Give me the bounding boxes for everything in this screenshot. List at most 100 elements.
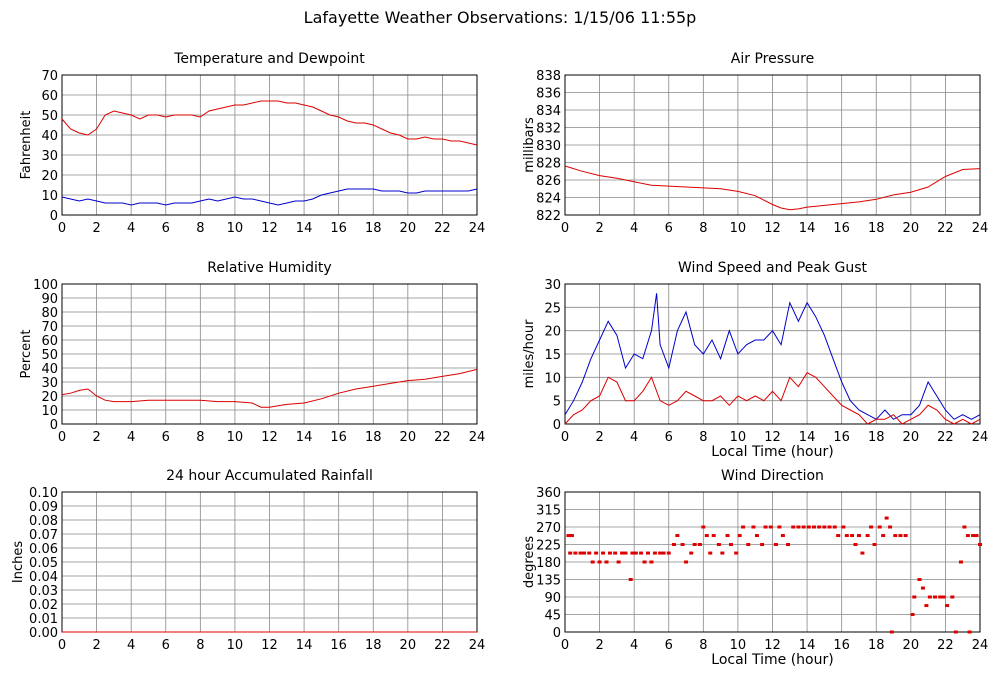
data-point	[582, 551, 587, 555]
data-point	[666, 551, 671, 555]
data-point	[569, 534, 574, 538]
x-tick-label: 22	[937, 430, 954, 445]
x-tick-label: 0	[561, 638, 569, 653]
data-point	[893, 534, 898, 538]
x-tick-label: 2	[595, 638, 603, 653]
direction-ylabel: degrees	[522, 536, 537, 589]
pressure-plot-frame	[564, 74, 981, 216]
y-tick-label: 180	[536, 556, 561, 571]
data-point	[853, 543, 858, 546]
x-tick-label: 10	[227, 430, 244, 445]
y-tick-label: 45	[544, 609, 561, 624]
data-point	[912, 595, 917, 599]
data-point	[671, 543, 676, 546]
data-point	[704, 534, 709, 538]
data-point	[881, 534, 886, 538]
x-tick-label: 6	[162, 221, 170, 236]
data-point	[737, 534, 742, 538]
data-point	[933, 595, 938, 599]
x-tick-label: 4	[630, 638, 638, 653]
data-point	[578, 551, 583, 555]
data-point	[566, 534, 571, 538]
y-tick-label: 60	[41, 89, 58, 104]
data-point	[903, 534, 908, 538]
pressure-title: Air Pressure	[731, 51, 814, 67]
data-point	[607, 551, 612, 555]
data-point	[597, 560, 602, 564]
wind-title: Wind Speed and Peak Gust	[678, 260, 867, 276]
data-point	[971, 534, 976, 538]
data-point	[601, 551, 606, 555]
y-tick-label: 830	[536, 139, 561, 154]
x-tick-label: 18	[365, 430, 382, 445]
wind-ylabel: miles/hour	[522, 319, 537, 388]
y-tick-label: 315	[536, 504, 561, 519]
x-tick-label: 16	[330, 430, 347, 445]
data-point	[573, 551, 578, 555]
data-point	[889, 630, 894, 634]
data-point	[633, 551, 638, 555]
data-point	[708, 551, 713, 555]
y-tick-label: 0.03	[29, 584, 58, 599]
wind-plot-frame	[564, 283, 981, 425]
y-tick-label: 50	[41, 109, 58, 124]
x-tick-label: 18	[868, 430, 885, 445]
y-tick-label: 832	[536, 122, 561, 137]
x-tick-label: 4	[127, 221, 135, 236]
x-tick-label: 22	[937, 221, 954, 236]
rain-title: 24 hour Accumulated Rainfall	[166, 468, 373, 484]
data-point	[974, 534, 979, 538]
x-tick-label: 6	[162, 638, 170, 653]
data-point	[642, 560, 647, 564]
x-tick-label: 18	[365, 638, 382, 653]
direction-plot-frame	[564, 491, 981, 633]
y-tick-label: 20	[41, 169, 58, 184]
y-tick-label: 0	[553, 418, 561, 433]
x-tick-label: 2	[595, 221, 603, 236]
x-tick-label: 0	[561, 430, 569, 445]
data-point	[692, 543, 697, 546]
data-point	[741, 525, 746, 529]
x-tick-label: 22	[434, 638, 451, 653]
data-point	[711, 534, 716, 538]
data-point	[953, 630, 958, 634]
data-point	[734, 551, 739, 555]
data-point	[920, 586, 925, 590]
x-tick-label: 0	[58, 638, 66, 653]
x-tick-label: 4	[630, 430, 638, 445]
y-tick-label: 0.00	[29, 626, 58, 641]
data-point	[786, 543, 791, 546]
y-tick-label: 80	[41, 306, 58, 321]
x-tick-label: 4	[630, 221, 638, 236]
x-tick-label: 14	[296, 430, 313, 445]
y-tick-label: 0.01	[29, 612, 58, 627]
data-point	[850, 534, 855, 538]
y-tick-label: 20	[41, 390, 58, 405]
x-tick-label: 6	[162, 430, 170, 445]
y-tick-label: 40	[41, 129, 58, 144]
data-point	[623, 551, 628, 555]
data-point	[675, 534, 680, 538]
data-point	[587, 551, 592, 555]
x-tick-label: 10	[730, 430, 747, 445]
x-tick-label: 8	[699, 638, 707, 653]
y-tick-label: 270	[536, 521, 561, 536]
x-tick-label: 14	[799, 221, 816, 236]
x-tick-label: 24	[972, 430, 989, 445]
data-point	[812, 525, 816, 529]
x-tick-label: 22	[434, 430, 451, 445]
x-tick-label: 12	[764, 638, 781, 653]
humidity-ylabel: Percent	[19, 330, 34, 379]
data-point	[950, 595, 955, 599]
y-tick-label: 90	[41, 292, 58, 307]
x-tick-label: 20	[903, 430, 920, 445]
x-tick-label: 20	[903, 638, 920, 653]
x-tick-label: 14	[296, 638, 313, 653]
y-tick-label: 0	[50, 418, 58, 433]
data-point	[604, 560, 609, 564]
y-tick-label: 60	[41, 334, 58, 349]
x-tick-label: 12	[261, 638, 278, 653]
